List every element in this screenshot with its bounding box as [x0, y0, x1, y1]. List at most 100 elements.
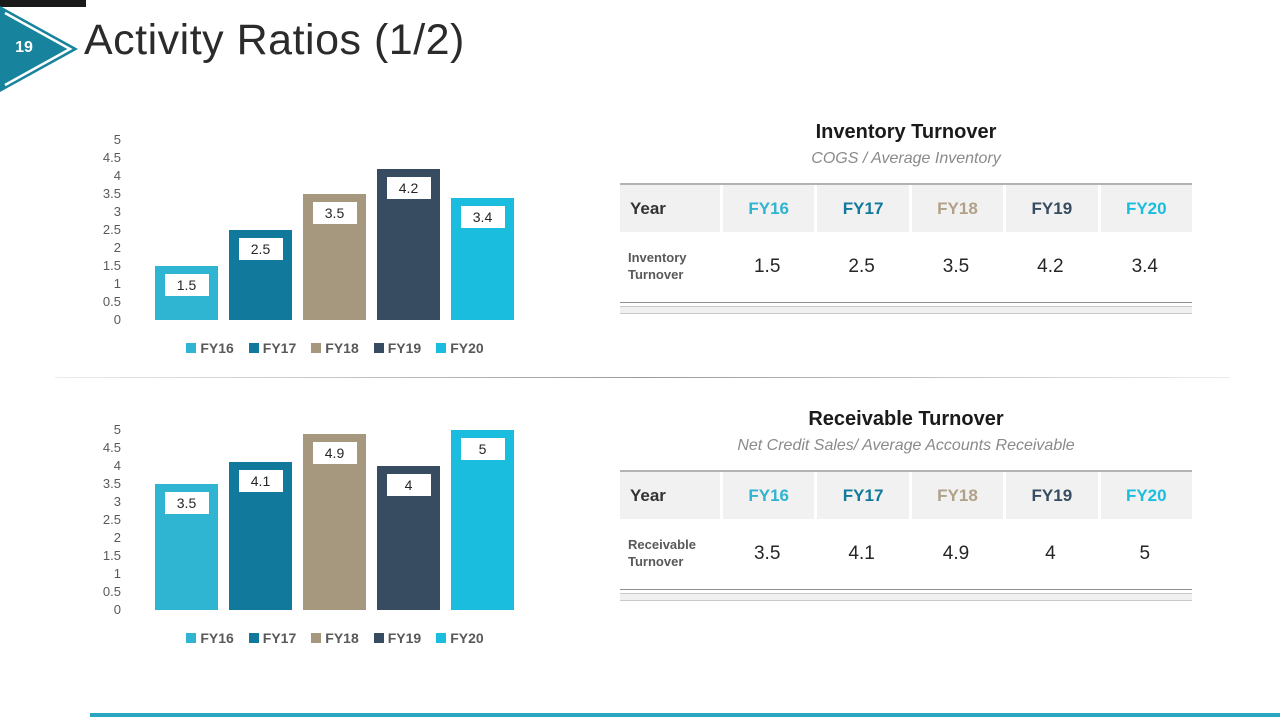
cell-fy17: 4.1 — [814, 519, 909, 590]
cell-fy19: 4.2 — [1003, 232, 1098, 303]
legend-label: FY17 — [262, 630, 297, 646]
table-footer-strip — [620, 306, 1192, 314]
cell-fy20: 5 — [1097, 519, 1192, 590]
y-axis-tick-label: 0 — [113, 602, 121, 617]
table-title: Receivable Turnover — [808, 408, 1004, 430]
y-axis-tick-label: 4.5 — [102, 440, 121, 455]
legend-label: FY19 — [387, 340, 422, 356]
y-axis-tick-label: 1 — [113, 276, 121, 291]
column-header-year: Year — [620, 472, 720, 519]
bar-value-label: 1.5 — [164, 274, 209, 296]
bar-value-label: 4.9 — [312, 441, 357, 464]
legend-item-fy19: FY19 — [373, 630, 422, 646]
legend-swatch-icon — [311, 633, 322, 643]
table-subtitle: COGS / Average Inventory — [811, 150, 1001, 167]
bar-value-label: 4.1 — [238, 470, 283, 493]
legend-item-fy17: FY17 — [248, 630, 297, 646]
column-header-fy20: FY20 — [1097, 185, 1192, 232]
cell-fy19: 4 — [1003, 519, 1098, 590]
bar-value-label: 3.5 — [164, 492, 209, 514]
y-axis-tick-label: 4.5 — [102, 150, 121, 165]
table-row: Receivable Turnover 3.5 4.1 4.9 4 5 — [620, 519, 1192, 590]
table-row: Inventory Turnover 1.5 2.5 3.5 4.2 3.4 — [620, 232, 1192, 303]
legend-swatch-icon — [311, 343, 322, 353]
cell-fy18: 3.5 — [908, 232, 1004, 303]
column-header-fy18: FY18 — [908, 472, 1004, 519]
column-header-fy16: FY16 — [720, 472, 815, 519]
legend-item-fy18: FY18 — [311, 340, 359, 356]
legend-item-fy16: FY16 — [186, 340, 234, 356]
column-header-fy20: FY20 — [1097, 472, 1192, 519]
chart-legend: FY16 FY17 FY18 FY19 FY20 — [150, 340, 520, 356]
row-label: Receivable Turnover — [620, 519, 720, 590]
legend-item-fy20: FY20 — [436, 340, 484, 356]
legend-label: FY17 — [262, 340, 297, 356]
slide-number: 19 — [15, 39, 33, 56]
y-axis-tick-label: 4 — [113, 168, 121, 183]
y-axis-tick-label: 0.5 — [102, 294, 121, 309]
legend-label: FY20 — [450, 340, 484, 356]
column-header-fy17: FY17 — [814, 185, 909, 232]
legend-label: FY19 — [387, 630, 422, 646]
bar-value-label: 2.5 — [238, 238, 283, 260]
legend-label: FY20 — [450, 630, 484, 646]
y-axis-tick-label: 5 — [113, 132, 121, 147]
table-header-row: Year FY16 FY17 FY18 FY19 FY20 — [620, 472, 1192, 519]
legend-swatch-icon — [373, 633, 384, 643]
bottom-accent-bar — [90, 713, 1280, 717]
legend-swatch-icon — [248, 633, 259, 643]
column-header-year: Year — [620, 185, 720, 232]
y-axis-tick-label: 3 — [113, 204, 121, 219]
legend-swatch-icon — [186, 633, 197, 643]
table-title: Inventory Turnover — [815, 121, 997, 143]
y-axis-tick-label: 1.5 — [102, 258, 121, 273]
table-subtitle: Net Credit Sales/ Average Accounts Recei… — [737, 437, 1075, 454]
table: Year FY16 FY17 FY18 FY19 FY20 Receivable… — [620, 470, 1192, 601]
y-axis-tick-label: 3.5 — [102, 476, 121, 491]
y-axis-tick-label: 4 — [113, 458, 121, 473]
y-axis-tick-label: 0.5 — [102, 584, 121, 599]
cell-fy17: 2.5 — [814, 232, 909, 303]
chart-legend: FY16 FY17 FY18 FY19 FY20 — [150, 630, 520, 646]
top-accent-bar — [0, 0, 86, 7]
row-label: Inventory Turnover — [620, 232, 720, 303]
bar-value-label: 4 — [386, 474, 431, 496]
legend-swatch-icon — [436, 343, 447, 353]
y-axis-tick-label: 3 — [113, 494, 121, 509]
y-axis-tick-label: 2.5 — [102, 512, 121, 527]
table-header-row: Year FY16 FY17 FY18 FY19 FY20 — [620, 185, 1192, 232]
table: Year FY16 FY17 FY18 FY19 FY20 Inventory … — [620, 183, 1192, 314]
y-axis-tick-label: 3.5 — [102, 186, 121, 201]
y-axis-tick-label: 0 — [113, 312, 121, 327]
y-axis-tick-label: 2 — [113, 530, 121, 545]
legend-item-fy16: FY16 — [186, 630, 234, 646]
y-axis-tick-label: 2.5 — [102, 222, 121, 237]
legend-swatch-icon — [186, 343, 197, 353]
table-footer-strip — [620, 593, 1192, 601]
badge-inner-line — [4, 11, 73, 87]
legend-swatch-icon — [248, 343, 259, 353]
badge-triangle — [0, 6, 78, 92]
bar-value-label: 3.5 — [312, 202, 357, 224]
bar-value-label: 5 — [460, 438, 505, 460]
y-axis-tick-label: 1.5 — [102, 548, 121, 563]
bar-value-label: 3.4 — [460, 205, 505, 228]
receivable-turnover-table-block: Receivable Turnover Net Credit Sales/ Av… — [620, 405, 1192, 601]
legend-label: FY18 — [325, 340, 359, 356]
bar-fy20 — [451, 430, 514, 610]
legend-label: FY16 — [200, 340, 234, 356]
legend-item-fy18: FY18 — [311, 630, 359, 646]
legend-label: FY16 — [200, 630, 234, 646]
page-title: Activity Ratios (1/2) — [84, 16, 465, 64]
legend-swatch-icon — [373, 343, 384, 353]
inventory-turnover-table-block: Inventory Turnover COGS / Average Invent… — [620, 118, 1192, 314]
legend-label: FY18 — [325, 630, 359, 646]
column-header-fy18: FY18 — [908, 185, 1004, 232]
column-header-fy16: FY16 — [720, 185, 815, 232]
y-axis-tick-label: 5 — [113, 422, 121, 437]
column-header-fy19: FY19 — [1003, 185, 1098, 232]
slide-number-badge — [0, 6, 78, 92]
cell-fy16: 1.5 — [720, 232, 815, 303]
legend-item-fy17: FY17 — [248, 340, 297, 356]
